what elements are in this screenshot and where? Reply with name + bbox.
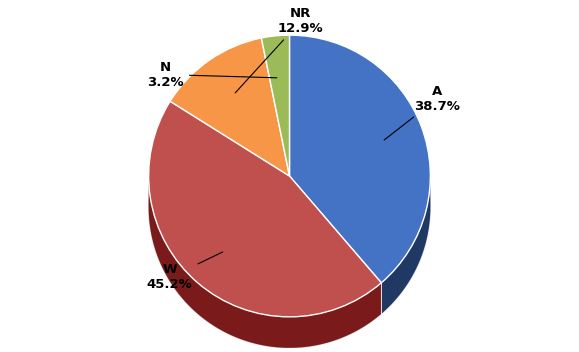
Text: W
45.2%: W 45.2% bbox=[147, 252, 223, 291]
Polygon shape bbox=[382, 177, 430, 314]
Wedge shape bbox=[290, 35, 430, 283]
Text: N
3.2%: N 3.2% bbox=[147, 61, 277, 89]
Wedge shape bbox=[170, 38, 290, 176]
Wedge shape bbox=[261, 35, 290, 176]
Polygon shape bbox=[149, 66, 430, 348]
Wedge shape bbox=[149, 101, 382, 317]
Polygon shape bbox=[149, 178, 382, 348]
Text: A
38.7%: A 38.7% bbox=[384, 84, 460, 140]
Text: NR
12.9%: NR 12.9% bbox=[235, 7, 324, 93]
